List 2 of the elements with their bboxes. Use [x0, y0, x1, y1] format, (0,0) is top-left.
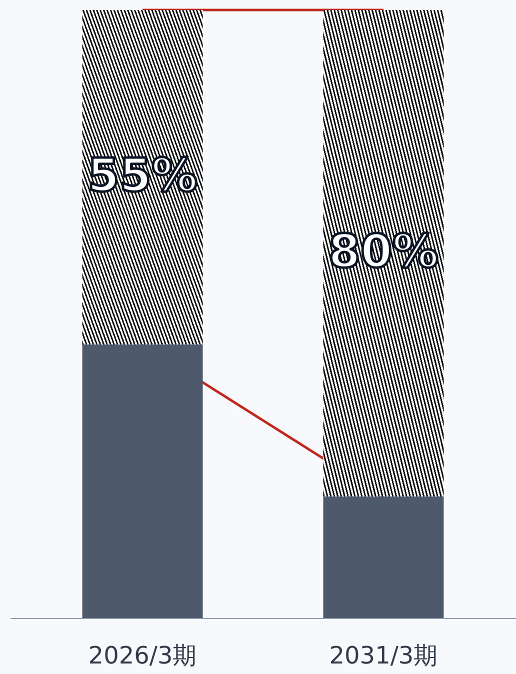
x-tick-label: 2026/3期 — [88, 642, 197, 670]
x-tick-label: 2031/3期 — [329, 642, 438, 670]
